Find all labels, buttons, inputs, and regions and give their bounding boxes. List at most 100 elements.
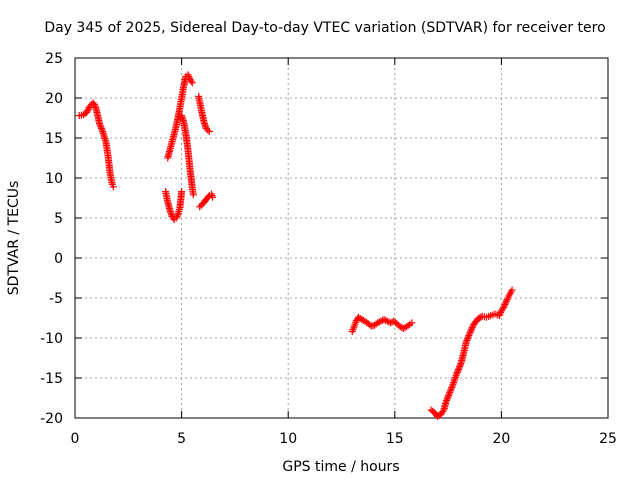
data-point-marker: [446, 387, 454, 395]
data-point-marker: [439, 408, 447, 416]
grid: [75, 58, 608, 418]
data-point-marker: [209, 193, 217, 201]
y-tick-labels: -20 -15 -10 -5 0 5 10 15 20 25: [40, 51, 63, 427]
data-point-marker: [453, 369, 461, 377]
chart-title: Day 345 of 2025, Sidereal Day-to-day VTE…: [44, 20, 605, 36]
data-point-marker: [443, 395, 451, 403]
data-point-marker: [383, 317, 391, 325]
y-tick-label: -5: [49, 291, 63, 307]
data-point-marker: [454, 366, 462, 374]
data-point-marker: [442, 398, 450, 406]
x-tick-label: 0: [71, 431, 80, 447]
data-point-marker: [109, 183, 117, 191]
data-point-marker: [501, 300, 509, 308]
data-point-marker: [375, 318, 383, 326]
data-point-marker: [178, 188, 186, 196]
data-point-marker: [448, 384, 456, 392]
data-point-marker: [508, 286, 516, 294]
data-point-marker: [393, 320, 401, 328]
data-point-marker: [450, 379, 458, 387]
data-point-marker: [382, 316, 390, 324]
plot-frame: [74, 57, 609, 419]
data-point-marker: [496, 310, 504, 318]
data-point-marker: [98, 126, 106, 134]
data-point-marker: [500, 302, 508, 310]
data-point-marker: [97, 123, 105, 131]
data-point-marker: [445, 392, 453, 400]
data-markers: [75, 71, 516, 420]
x-tick-labels: 0 5 10 15 20 25: [71, 431, 617, 447]
data-point-marker: [462, 338, 470, 346]
y-tick-label: -10: [40, 331, 63, 347]
data-point-marker: [83, 108, 91, 116]
data-point-marker: [188, 79, 196, 87]
data-point-marker: [202, 124, 210, 132]
data-point-marker: [187, 77, 195, 85]
y-tick-label: 0: [54, 251, 63, 267]
data-point-marker: [449, 380, 457, 388]
y-tick-label: -20: [40, 411, 63, 427]
data-point-marker: [452, 372, 460, 380]
data-point-marker: [450, 377, 458, 385]
data-point-marker: [399, 324, 407, 332]
data-point-marker: [468, 325, 476, 333]
data-point-marker: [455, 364, 463, 372]
x-tick-label: 25: [599, 431, 617, 447]
data-point-marker: [184, 71, 192, 79]
y-tick-label: -15: [40, 371, 63, 387]
data-point-marker: [465, 330, 473, 338]
data-point-marker: [451, 373, 459, 381]
data-point-marker: [84, 105, 92, 113]
data-point-marker: [433, 412, 441, 420]
y-tick-label: 5: [54, 211, 63, 227]
data-point-marker: [503, 296, 511, 304]
data-point-marker: [466, 328, 474, 336]
data-point-marker: [205, 128, 213, 136]
data-point-marker: [444, 393, 452, 401]
x-tick-label: 5: [177, 431, 186, 447]
y-tick-label: 25: [45, 51, 63, 67]
data-point-marker: [468, 324, 476, 332]
data-point-marker: [443, 396, 451, 404]
x-tick-label: 20: [492, 431, 510, 447]
data-point-marker: [500, 304, 508, 312]
data-point-marker: [502, 299, 510, 307]
data-point-marker: [374, 319, 382, 327]
data-point-marker: [172, 214, 180, 222]
data-point-marker: [173, 212, 181, 220]
data-point-marker: [84, 107, 92, 115]
data-point-marker: [448, 382, 456, 390]
data-point-marker: [453, 370, 461, 378]
data-point-marker: [358, 316, 366, 324]
data-point-marker: [456, 363, 464, 371]
data-point-marker: [96, 121, 104, 129]
data-point-marker: [97, 124, 105, 132]
data-point-marker: [463, 336, 471, 344]
data-point-marker: [447, 385, 455, 393]
y-tick-label: 10: [45, 171, 63, 187]
data-point-marker: [454, 367, 462, 375]
data-point-marker: [96, 120, 104, 128]
data-point-marker: [196, 203, 204, 211]
data-point-marker: [464, 335, 472, 343]
y-tick-label: 20: [45, 91, 63, 107]
data-point-marker: [451, 375, 459, 383]
data-point-marker: [495, 312, 503, 320]
data-point-marker: [185, 72, 193, 80]
data-point-marker: [408, 319, 416, 327]
data-point-marker: [465, 332, 473, 340]
data-point-marker: [456, 361, 464, 369]
data-point-marker: [404, 322, 412, 330]
data-point-marker: [445, 390, 453, 398]
data-point-marker: [464, 333, 472, 341]
y-tick-label: 15: [45, 131, 63, 147]
data-point-marker: [396, 323, 404, 331]
data-point-marker: [380, 316, 388, 324]
x-tick-label: 10: [279, 431, 297, 447]
data-point-marker: [174, 211, 182, 219]
data-point-marker: [502, 297, 510, 305]
data-point-marker: [204, 126, 212, 134]
data-point-marker: [90, 100, 98, 108]
